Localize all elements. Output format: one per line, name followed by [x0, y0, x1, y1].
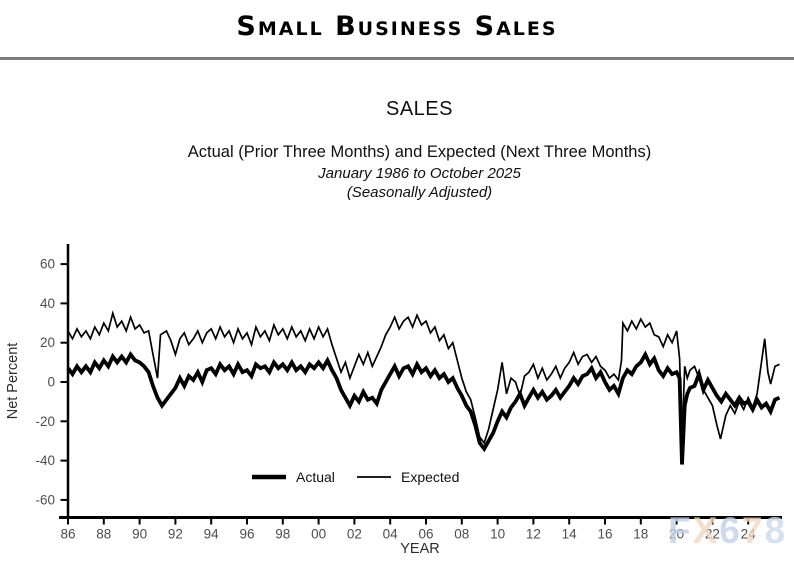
x-tick-label: 02 — [347, 527, 362, 542]
x-tick-label: 20 — [669, 527, 684, 542]
x-tick-label: 08 — [454, 527, 469, 542]
x-tick-label: 96 — [239, 527, 254, 542]
x-tick-label: 92 — [168, 527, 183, 542]
x-tick-label: 06 — [418, 527, 433, 542]
chart-section-title: SALES — [386, 98, 453, 120]
y-tick-label: -20 — [35, 414, 55, 429]
x-tick-label: 22 — [705, 527, 720, 542]
expected-series-line — [67, 310, 780, 445]
x-tick-label: 04 — [383, 527, 399, 542]
legend-expected-label: Expected — [401, 469, 459, 485]
x-tick-label: 88 — [96, 527, 111, 542]
y-tick-label: 0 — [47, 375, 55, 390]
x-tick-label: 90 — [132, 527, 147, 542]
x-tick-label: 16 — [597, 527, 612, 542]
chart-adjustment-note: (Seasonally Adjusted) — [346, 184, 493, 201]
y-tick-label: -40 — [35, 453, 55, 468]
chart-date-range: January 1986 to October 2025 — [318, 165, 521, 182]
x-tick-label: 10 — [490, 527, 505, 542]
x-tick-label: 86 — [60, 527, 75, 542]
x-tick-label: 00 — [311, 527, 326, 542]
chart-area: 60 40 20 0 -20 -40 -60 86 88 90 92 94 96 98 00 02 04 06 08… — [0, 225, 794, 571]
x-tick-label: 12 — [526, 527, 541, 542]
x-axis-title: YEAR — [400, 541, 440, 557]
x-tick-label: 94 — [204, 527, 220, 542]
x-tick-label: 24 — [741, 527, 757, 542]
header-divider — [0, 57, 794, 60]
y-tick-label: 60 — [40, 257, 55, 272]
x-tick-label: 98 — [275, 527, 290, 542]
x-tick-label: 18 — [633, 527, 648, 542]
y-tick-label: 20 — [40, 335, 55, 350]
sales-chart-svg: 60 40 20 0 -20 -40 -60 86 88 90 92 94 96 98 00 02 04 06 08… — [5, 244, 787, 557]
chart-subtitle: Actual (Prior Three Months) and Expected… — [187, 143, 652, 161]
page-title: Small Business Sales — [236, 11, 558, 42]
y-axis-title: Net Percent — [5, 343, 21, 420]
chart-header: SALES Actual (Prior Three Months) and Ex… — [45, 98, 794, 201]
actual-series-line — [66, 350, 781, 465]
watermark: FX678 — [668, 510, 787, 551]
legend-actual-label: Actual — [296, 469, 335, 485]
y-tick-label: -60 — [35, 492, 55, 507]
y-tick-label: 40 — [40, 296, 55, 311]
x-tick-label: 14 — [562, 527, 578, 542]
